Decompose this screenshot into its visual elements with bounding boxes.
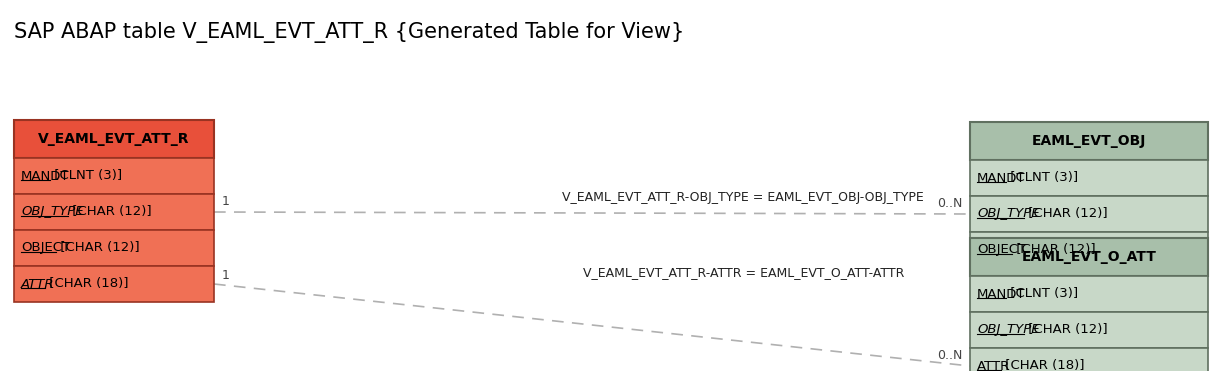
FancyBboxPatch shape (13, 158, 213, 194)
Text: OBJ_TYPE: OBJ_TYPE (21, 206, 84, 219)
Text: V_EAML_EVT_ATT_R-ATTR = EAML_EVT_O_ATT-ATTR: V_EAML_EVT_ATT_R-ATTR = EAML_EVT_O_ATT-A… (582, 266, 904, 279)
FancyBboxPatch shape (970, 122, 1208, 160)
FancyBboxPatch shape (13, 266, 213, 302)
Text: OBJ_TYPE: OBJ_TYPE (977, 207, 1039, 220)
Text: OBJ_TYPE: OBJ_TYPE (977, 324, 1039, 336)
Text: OBJECT: OBJECT (977, 243, 1026, 256)
Text: MANDT: MANDT (977, 171, 1026, 184)
FancyBboxPatch shape (13, 120, 213, 158)
Text: 0..N: 0..N (937, 349, 963, 362)
FancyBboxPatch shape (970, 160, 1208, 196)
Text: V_EAML_EVT_ATT_R: V_EAML_EVT_ATT_R (38, 132, 190, 146)
Text: [CLNT (3)]: [CLNT (3)] (1006, 288, 1078, 301)
Text: ATTR: ATTR (21, 278, 55, 290)
Text: [CHAR (12)]: [CHAR (12)] (1024, 207, 1108, 220)
FancyBboxPatch shape (970, 276, 1208, 312)
Text: V_EAML_EVT_ATT_R-OBJ_TYPE = EAML_EVT_OBJ-OBJ_TYPE: V_EAML_EVT_ATT_R-OBJ_TYPE = EAML_EVT_OBJ… (562, 191, 924, 204)
Text: SAP ABAP table V_EAML_EVT_ATT_R {Generated Table for View}: SAP ABAP table V_EAML_EVT_ATT_R {Generat… (13, 22, 684, 43)
Text: [CHAR (12)]: [CHAR (12)] (1024, 324, 1108, 336)
FancyBboxPatch shape (970, 348, 1208, 371)
Text: [CHAR (12)]: [CHAR (12)] (56, 242, 140, 255)
FancyBboxPatch shape (13, 194, 213, 230)
Text: MANDT: MANDT (977, 288, 1026, 301)
Text: [CLNT (3)]: [CLNT (3)] (1006, 171, 1078, 184)
Text: MANDT: MANDT (21, 170, 70, 183)
FancyBboxPatch shape (13, 230, 213, 266)
Text: EAML_EVT_O_ATT: EAML_EVT_O_ATT (1021, 250, 1157, 264)
Text: [CHAR (18)]: [CHAR (18)] (45, 278, 128, 290)
Text: OBJECT: OBJECT (21, 242, 70, 255)
Text: [CHAR (12)]: [CHAR (12)] (1013, 243, 1096, 256)
Text: 0..N: 0..N (937, 197, 963, 210)
FancyBboxPatch shape (970, 312, 1208, 348)
Text: EAML_EVT_OBJ: EAML_EVT_OBJ (1032, 134, 1146, 148)
FancyBboxPatch shape (970, 238, 1208, 276)
Text: 1: 1 (222, 195, 229, 208)
Text: [CHAR (12)]: [CHAR (12)] (68, 206, 151, 219)
FancyBboxPatch shape (970, 232, 1208, 268)
Text: [CLNT (3)]: [CLNT (3)] (50, 170, 122, 183)
Text: 1: 1 (222, 269, 229, 282)
Text: ATTR: ATTR (977, 359, 1010, 371)
FancyBboxPatch shape (970, 196, 1208, 232)
Text: [CHAR (18)]: [CHAR (18)] (1000, 359, 1085, 371)
